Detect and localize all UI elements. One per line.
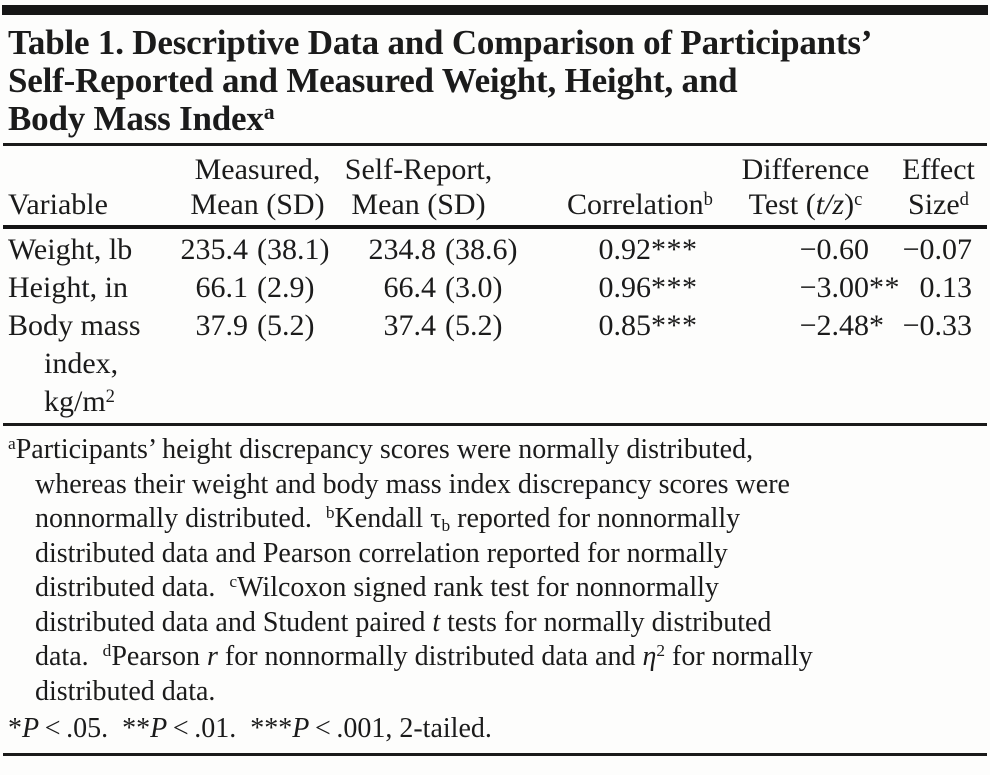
top-rule-thick (2, 5, 988, 15)
rule-under-header (3, 225, 987, 229)
table-title-line-1: Table 1. Descriptive Data and Comparison… (8, 23, 873, 62)
cell-correlation: 0.92*** (598, 233, 698, 266)
col-header-effect-line-2: Sized (908, 188, 969, 221)
cell-measured: 235.4 (38.1) (170, 231, 345, 269)
footnote-line: distributed data. cWilcoxon signed rank … (35, 572, 719, 603)
correlation-value: 0.96 (598, 271, 652, 304)
rule-bottom (3, 752, 987, 756)
cell-variable: Weight, lb (8, 231, 170, 269)
cell-measured: 37.9 (5.2) (170, 307, 345, 421)
self-report-mean: 66.4 (383, 271, 437, 304)
col-header-effect-line-1: Effect (902, 153, 975, 186)
difference-value: −0.60 (799, 233, 869, 266)
footnote-line: distributed data. (35, 675, 216, 707)
self-report-mean: 234.8 (368, 233, 437, 266)
table-footnotes: aParticipants’ height discrepancy scores… (8, 433, 982, 747)
footnote-line: aParticipants’ height discrepancy scores… (8, 434, 754, 465)
journal-table-figure: Table 1. Descriptive Data and Comparison… (0, 5, 990, 756)
cell-correlation: 0.96*** (598, 271, 698, 304)
table-header-row: Variable Measured, Mean (SD) Self-Report… (8, 152, 982, 225)
difference-value: −2.48 (799, 309, 869, 342)
col-header-self-report-line-1: Self-Report, (344, 153, 493, 186)
col-header-self-report: Self-Report, Mean (SD) (331, 152, 506, 222)
cell-correlation: 0.85*** (598, 309, 698, 342)
variable-line: kg/m2 (44, 385, 115, 418)
difference-value: −3.00 (799, 271, 869, 304)
variable-line: Height, in (8, 271, 128, 304)
col-header-measured: Measured, Mean (SD) (170, 152, 345, 222)
measured-mean: 235.4 (180, 233, 249, 266)
correlation-value: 0.85 (598, 309, 652, 342)
footnote-line: data. dPearson r for nonnormally distrib… (35, 641, 813, 672)
rule-under-title (3, 143, 987, 146)
cell-effect-size: −0.07 (902, 233, 972, 266)
col-header-difference-line-2: Test (t/z)c (748, 188, 863, 221)
cell-variable: Body mass index, kg/m2 (8, 307, 170, 421)
measured-sd: (38.1) (257, 233, 330, 266)
table-row-weight: Weight, lb 235.4 (38.1) 234.8 (38.6) 0.92*… (8, 231, 982, 269)
col-header-difference-line-1: Difference (741, 153, 870, 186)
footnote-line: nonnormally distributed. bKendall τb rep… (35, 503, 741, 535)
col-header-effect-size: Effect Sized (895, 152, 982, 222)
footnote-line: whereas their weight and body mass index… (35, 468, 790, 500)
variable-line: Weight, lb (8, 233, 133, 266)
self-report-sd: (5.2) (445, 309, 503, 342)
measured-sd: (5.2) (257, 309, 315, 342)
footnote-line: distributed data and Pearson correlation… (35, 537, 728, 569)
table-row-bmi: Body mass index, kg/m2 37.9 (5.2) 37.4 (5.… (8, 307, 982, 421)
cell-difference-test: −0.60 (700, 231, 895, 269)
self-report-sd: (3.0) (445, 271, 503, 304)
cell-effect-size: 0.13 (919, 271, 973, 304)
col-header-correlation-line: Correlationb (567, 188, 713, 221)
cell-variable: Height, in (8, 269, 170, 307)
significance-note: *P < .05. **P < .01. ***P < .001, 2-tail… (8, 713, 492, 744)
cell-effect-size: −0.33 (902, 309, 972, 342)
correlation-value: 0.92 (598, 233, 652, 266)
measured-mean: 66.1 (195, 271, 249, 304)
cell-difference-test: −2.48* (799, 309, 885, 342)
rule-above-footnotes (3, 423, 987, 426)
cell-difference-test: −3.00** (799, 271, 900, 304)
col-header-correlation: Correlationb (550, 187, 730, 222)
col-header-self-report-line-2: Mean (SD) (351, 188, 486, 221)
footnote-line: distributed data and Student paired t te… (35, 606, 772, 638)
col-header-measured-line-2: Mean (SD) (190, 188, 325, 221)
variable-line: Body mass (8, 309, 141, 342)
table-row-height: Height, in 66.1 (2.9) 66.4 (3.0) 0.96*** −… (8, 269, 982, 307)
measured-mean: 37.9 (195, 309, 249, 342)
cell-self-report: 37.4 (5.2) (345, 307, 520, 421)
self-report-sd: (38.6) (445, 233, 518, 266)
table-title: Table 1. Descriptive Data and Comparison… (8, 24, 982, 138)
table-title-line-3: Body Mass Indexa (8, 99, 275, 138)
col-header-variable: Variable (8, 187, 170, 222)
table-body: Weight, lb 235.4 (38.1) 234.8 (38.6) 0.92*… (8, 229, 982, 421)
variable-line: index, (44, 347, 119, 380)
table-title-line-2: Self-Reported and Measured Weight, Heigh… (8, 61, 738, 100)
col-header-difference-test: Difference Test (t/z)c (708, 152, 903, 222)
cell-self-report: 66.4 (3.0) (345, 269, 520, 307)
col-header-variable-line: Variable (8, 188, 108, 221)
col-header-measured-line-1: Measured, (194, 153, 321, 186)
self-report-mean: 37.4 (383, 309, 437, 342)
cell-measured: 66.1 (2.9) (170, 269, 345, 307)
measured-sd: (2.9) (257, 271, 315, 304)
cell-self-report: 234.8 (38.6) (345, 231, 520, 269)
